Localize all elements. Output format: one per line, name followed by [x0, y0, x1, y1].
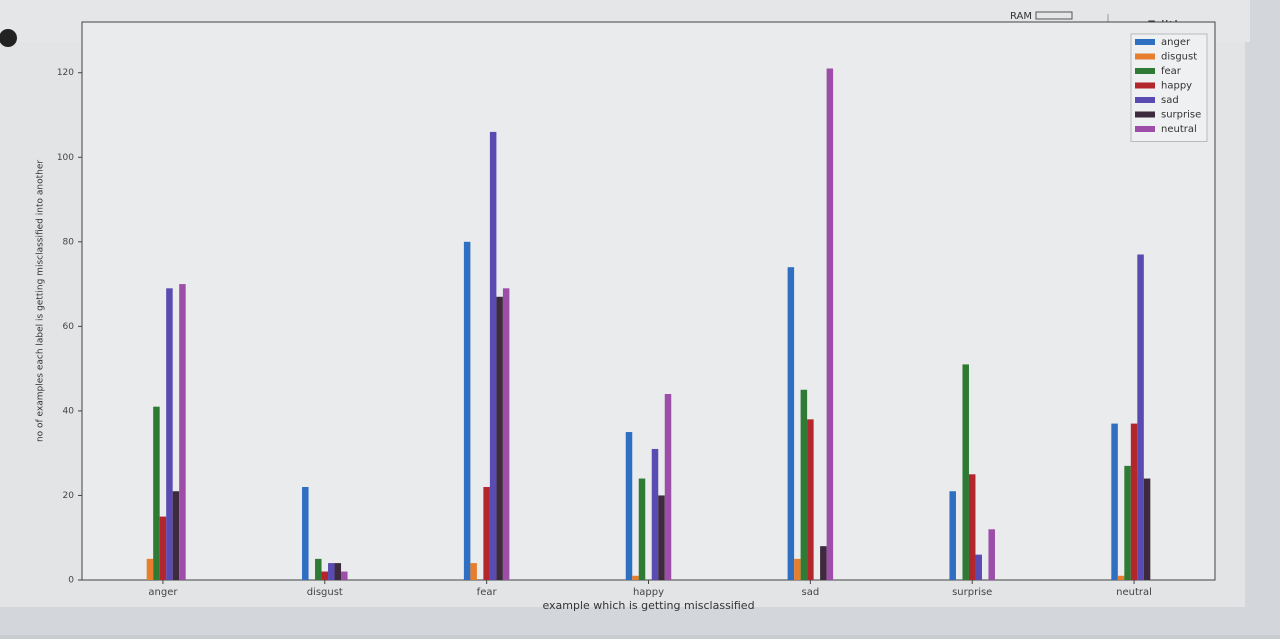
bar	[988, 529, 995, 580]
bar	[334, 563, 342, 580]
bar	[463, 241, 471, 580]
legend-swatch	[1135, 126, 1155, 132]
bar	[787, 267, 795, 580]
legend-swatch	[1135, 39, 1155, 45]
legend-label: fear	[1161, 66, 1182, 77]
legend-swatch	[1135, 97, 1155, 103]
x-tick-label: fear	[477, 587, 498, 598]
legend-swatch	[1135, 82, 1155, 89]
legend-swatch	[1135, 111, 1155, 118]
legend-label: neutral	[1161, 124, 1197, 135]
bar	[159, 516, 167, 580]
y-tick-label: 20	[63, 491, 75, 501]
legend-swatch	[1135, 68, 1155, 74]
x-tick-label: disgust	[307, 587, 343, 598]
y-tick-label: 100	[57, 153, 74, 163]
bar	[502, 288, 510, 580]
y-tick-label: 40	[63, 406, 75, 416]
ram-label: RAM	[1010, 11, 1032, 22]
bar	[632, 575, 639, 580]
bar	[470, 563, 477, 580]
bar	[975, 554, 982, 580]
bar	[496, 296, 503, 580]
y-tick-label: 0	[68, 576, 74, 586]
bar	[820, 546, 827, 580]
bar	[172, 491, 180, 580]
legend-swatch	[1135, 53, 1155, 60]
bar	[321, 571, 329, 580]
ram-meter	[1035, 11, 1073, 20]
bar	[179, 284, 186, 580]
bar	[1137, 254, 1144, 580]
x-tick-label: happy	[633, 587, 664, 598]
y-tick-label: 60	[63, 322, 75, 332]
x-tick-label: neutral	[1116, 587, 1152, 598]
bar	[1143, 478, 1151, 580]
legend-label: sad	[1161, 95, 1179, 106]
bar	[1117, 575, 1125, 580]
x-tick-label: anger	[148, 587, 178, 598]
bar	[625, 432, 633, 580]
bar	[638, 478, 646, 580]
bar	[483, 487, 490, 580]
x-tick-label: sad	[802, 587, 820, 598]
bar	[800, 389, 808, 580]
bar	[1130, 423, 1138, 580]
legend-label: anger	[1161, 37, 1191, 48]
bar	[658, 495, 665, 580]
bar	[489, 131, 497, 580]
legend-label: surprise	[1161, 110, 1201, 121]
y-axis-label: no of examples each label is getting mis…	[36, 160, 46, 442]
bar	[153, 406, 160, 580]
bar	[146, 558, 154, 580]
legend-label: disgust	[1161, 52, 1197, 63]
legend-label: happy	[1161, 81, 1192, 92]
bar	[341, 571, 348, 580]
bar	[315, 558, 322, 580]
bar	[166, 288, 173, 580]
run-button[interactable]	[0, 29, 17, 47]
bar	[949, 491, 956, 580]
x-axis-label: example which is getting misclassified	[542, 599, 754, 612]
x-tick-label: surprise	[952, 587, 992, 598]
bar	[664, 394, 672, 580]
bar	[1124, 465, 1131, 580]
bar	[302, 487, 309, 580]
bar	[826, 68, 834, 580]
bar	[807, 419, 814, 580]
bar	[962, 364, 969, 580]
bar	[968, 474, 976, 580]
y-tick-label: 120	[57, 68, 74, 78]
y-tick-label: 80	[63, 237, 75, 247]
bar	[651, 448, 659, 580]
bar	[1111, 423, 1118, 580]
plot-area	[81, 21, 1216, 581]
chart: 0 20 40 60 80 100 120 anger disgust fear happy sad s…	[36, 21, 1216, 612]
bar	[794, 558, 801, 580]
bar	[328, 563, 335, 580]
